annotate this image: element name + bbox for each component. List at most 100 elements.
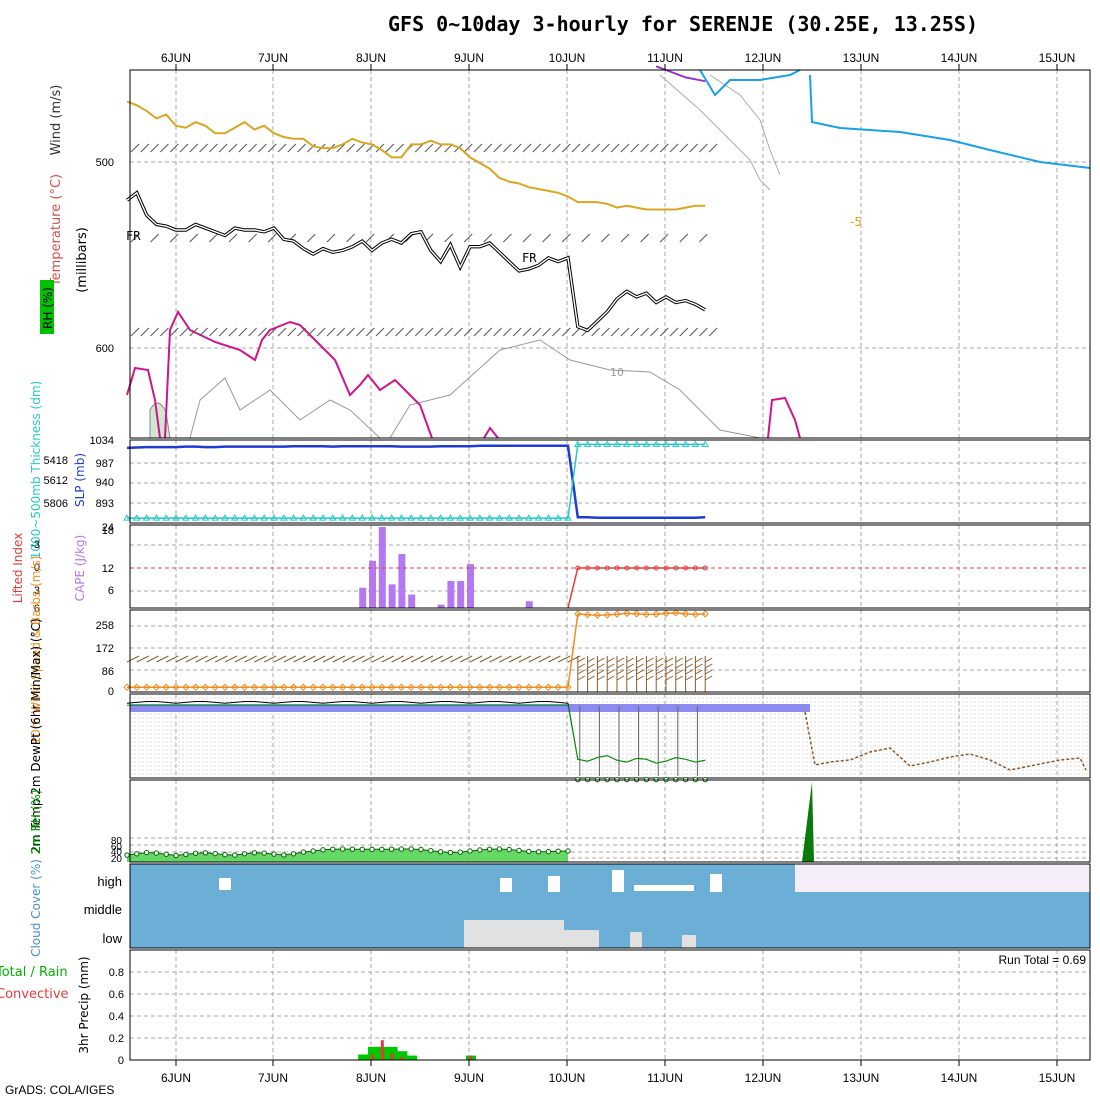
thickness-line xyxy=(127,443,706,519)
wind-barb-flag xyxy=(587,669,595,675)
rh2m-spike xyxy=(802,782,814,862)
pressure-tick: 600 xyxy=(96,343,114,355)
wind10m-marker xyxy=(123,683,131,691)
wind-barb xyxy=(552,143,561,153)
wind-barb-flag xyxy=(616,657,625,663)
cloud-high-gap xyxy=(634,885,694,891)
cape-frame xyxy=(129,524,1091,609)
wind-barb xyxy=(699,233,708,243)
wind-barb xyxy=(414,143,424,153)
wind-barb xyxy=(316,327,326,337)
rh2m-marker xyxy=(565,848,571,854)
cape-bar xyxy=(408,594,416,608)
rh2m-tick: 60 xyxy=(111,842,123,853)
thickness-marker xyxy=(515,514,523,521)
rh2m-marker xyxy=(330,846,336,852)
wind-barb xyxy=(528,655,542,663)
cape-bar xyxy=(437,604,445,608)
thickness-marker xyxy=(622,440,631,447)
wind-barb-flag xyxy=(587,657,595,663)
wind-barb xyxy=(473,143,483,153)
cloud-level-label: high xyxy=(97,874,122,889)
wind10m-marker xyxy=(632,610,641,618)
wind-barb-flag xyxy=(636,669,644,675)
wind-barb xyxy=(640,327,649,337)
thickness-marker xyxy=(397,514,406,521)
thickness-marker xyxy=(348,514,357,521)
wind-barb xyxy=(414,327,424,337)
wind-barb xyxy=(130,143,140,153)
rh2m-marker xyxy=(467,848,473,854)
li-marker xyxy=(673,565,679,571)
thickness-marker xyxy=(319,514,327,521)
wind-barb xyxy=(365,327,375,337)
wind-barb xyxy=(424,327,434,337)
wind-barb xyxy=(140,143,150,153)
li-marker xyxy=(653,565,659,571)
axis-label-li: Lifted Index xyxy=(11,533,25,604)
li-tick: 6 xyxy=(34,603,40,615)
wind-barb-flag xyxy=(675,669,684,675)
rh2m-tick: 80 xyxy=(111,836,123,847)
wind-barb-flag xyxy=(606,663,615,669)
wind-barb xyxy=(136,655,150,663)
li-marker xyxy=(683,565,689,571)
slp-tick: 940 xyxy=(96,477,114,489)
rh2m-tick: 40 xyxy=(111,847,123,858)
thickness-marker xyxy=(495,514,504,521)
wind-barb xyxy=(483,143,493,153)
precip-total-bar xyxy=(407,1055,418,1060)
wind-barb xyxy=(189,143,199,153)
rh2m-frame xyxy=(129,779,1091,863)
thickness-marker xyxy=(417,514,425,521)
wind10m-marker xyxy=(534,683,543,691)
li-marker xyxy=(634,565,640,571)
wind-barb xyxy=(175,655,189,663)
thickness-marker xyxy=(603,440,612,447)
thickness-marker xyxy=(436,514,445,521)
rh2m-marker xyxy=(545,848,552,855)
wind10m-marker xyxy=(544,683,553,691)
precip-grid xyxy=(130,950,1090,1060)
rh-contour xyxy=(483,426,499,439)
thickness-marker xyxy=(407,514,416,521)
rh-contour xyxy=(126,366,161,439)
axis-label-temp2m: 2m Temp 2m DewPt (6hr Min/Max) (°C) xyxy=(29,618,43,853)
li-marker xyxy=(692,565,698,571)
wind-barb xyxy=(130,327,140,337)
wind10m-marker xyxy=(299,683,308,691)
thickness-tick: 5418 xyxy=(44,455,68,467)
cape-bar xyxy=(388,584,396,608)
wind-barb xyxy=(440,655,453,663)
wind-barb xyxy=(434,327,444,337)
thickness-marker xyxy=(299,514,308,521)
rh2m-marker xyxy=(261,850,267,856)
wind-barb-flag xyxy=(695,669,703,675)
wind10m-marker xyxy=(505,683,513,691)
cloud-low-gap xyxy=(682,935,696,948)
day-label-top: 9JUN xyxy=(454,51,484,65)
cape-bar xyxy=(525,601,533,608)
thickness-marker xyxy=(681,440,690,447)
rh-contour xyxy=(767,396,801,439)
wind-barb xyxy=(224,655,238,663)
thickness-marker xyxy=(593,440,602,447)
wind-barb xyxy=(620,327,630,337)
cloud-high-gap xyxy=(795,864,1090,892)
wind-barb xyxy=(140,327,150,337)
wind10m-marker xyxy=(191,683,200,691)
thickness-marker xyxy=(691,440,700,447)
wind-barb xyxy=(307,143,316,153)
wind-barb xyxy=(361,655,375,663)
thickness-marker xyxy=(662,440,670,447)
wind-barb-flag xyxy=(597,663,605,669)
upper-air-grid xyxy=(130,70,1090,438)
li-marker xyxy=(604,565,610,571)
wind10m-marker xyxy=(672,609,680,617)
cape-bar xyxy=(447,581,455,608)
thickness-marker xyxy=(544,514,553,521)
wind-barb-flag xyxy=(587,663,595,669)
wind-barb-flag xyxy=(646,669,654,675)
rh2m-marker xyxy=(212,850,218,857)
wind-barb xyxy=(209,327,218,337)
